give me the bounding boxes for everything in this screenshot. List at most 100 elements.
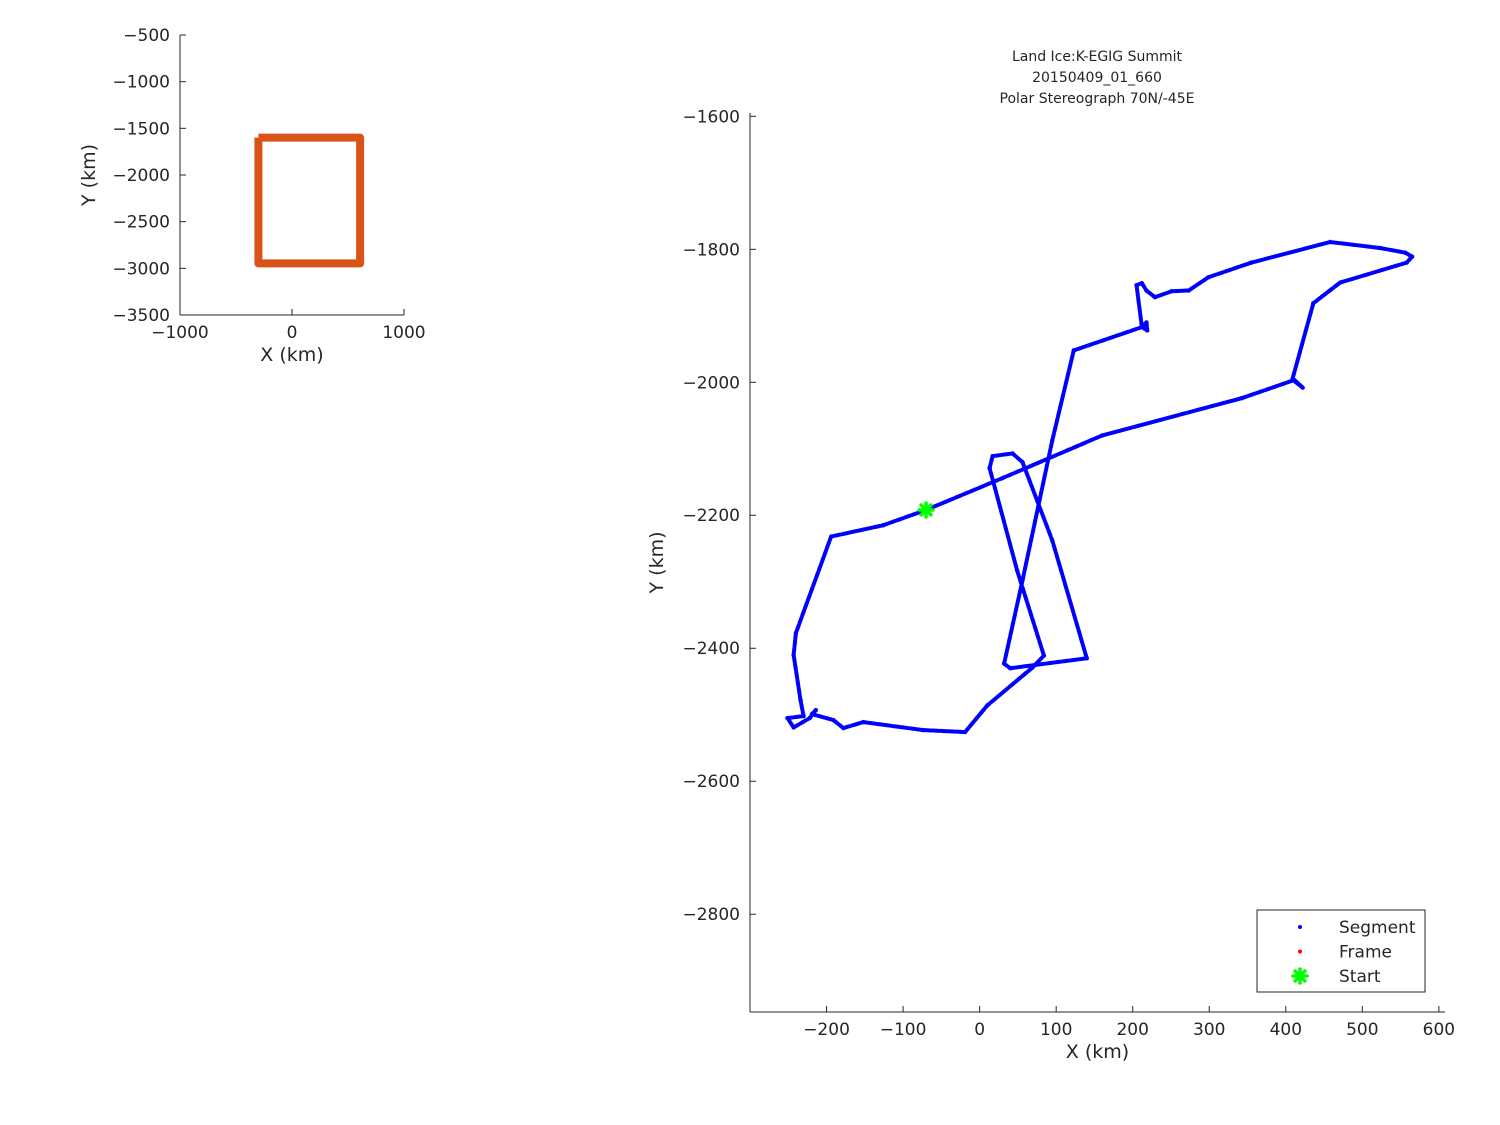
coverage-rectangle — [254, 133, 365, 268]
y-tick-label: −1800 — [682, 240, 740, 260]
segment-point — [798, 697, 803, 703]
segment-point — [1000, 475, 1005, 481]
x-tick-label: 500 — [1346, 1020, 1378, 1040]
y-tick-label: −3500 — [112, 306, 170, 326]
y-tick-label: −2400 — [682, 639, 740, 659]
y-tick-label: −2500 — [112, 213, 170, 233]
y-axis-label: Y (km) — [78, 144, 100, 207]
segment-point — [1008, 666, 1013, 671]
legend-frame-icon — [1298, 949, 1302, 954]
segment-point — [920, 727, 926, 733]
start-marker-core — [921, 505, 931, 515]
legend-label: Frame — [1339, 943, 1392, 963]
segment-point — [809, 711, 815, 717]
legend-start-icon — [1291, 967, 1309, 985]
segment-point — [1249, 260, 1254, 265]
legend-segment-icon — [1298, 925, 1302, 929]
y-tick-label: −2000 — [682, 373, 740, 393]
x-tick-label: −100 — [880, 1020, 927, 1040]
segment-point — [1404, 260, 1409, 265]
segment-point — [1071, 348, 1076, 353]
segment-point — [1409, 254, 1415, 259]
x-tick-label: −200 — [803, 1020, 850, 1040]
inset-axes: −1000 0 1000 −3500 −3000 −2500 −2000 −1500 −1000… — [78, 26, 426, 366]
main-axes: −200 −100 0 100 200 300 400 500 600 −2800 −2600 −24… — [646, 49, 1455, 1063]
segment-point — [1152, 294, 1158, 300]
chart-title-line: Polar Stereograph 70N/-45E — [1000, 91, 1195, 107]
segment-point — [791, 652, 796, 658]
segment-point — [880, 523, 886, 528]
y-tick-label: −2000 — [112, 166, 170, 186]
segment-point — [861, 719, 866, 725]
segment-point — [1010, 451, 1015, 456]
segment-point — [1300, 385, 1305, 390]
segment-point — [1099, 433, 1105, 438]
x-tick-label: −1000 — [151, 323, 209, 343]
legend-label: Segment — [1339, 918, 1416, 938]
x-tick-label: 1000 — [382, 323, 425, 343]
segment-point — [1050, 437, 1055, 443]
segment-point — [1050, 538, 1055, 543]
x-tick-label: 0 — [287, 323, 298, 343]
segment-point — [1030, 665, 1035, 670]
legend: Segment Frame Start — [1256, 909, 1426, 993]
chart-title-line: 20150409_01_660 — [1032, 70, 1162, 86]
segment-point — [1402, 250, 1408, 255]
segment-point — [801, 713, 806, 719]
segment-point — [1327, 239, 1333, 245]
segment-point — [1014, 568, 1020, 573]
segment-point — [987, 465, 992, 471]
segment-point — [1337, 280, 1343, 285]
x-tick-label: 0 — [974, 1020, 985, 1040]
segment-point — [1001, 661, 1007, 666]
legend-label: Start — [1339, 967, 1381, 987]
segment-point — [828, 534, 834, 539]
segment-point — [962, 729, 968, 735]
segment-point — [1145, 328, 1150, 333]
segment-point — [1134, 283, 1139, 288]
segment-point — [793, 630, 799, 636]
segment-point — [1139, 324, 1145, 330]
segment-point — [785, 715, 790, 721]
segment-point — [1041, 653, 1047, 658]
segment-point — [1377, 245, 1383, 251]
y-tick-label: −1000 — [112, 73, 170, 93]
segment-point — [807, 715, 812, 721]
start-marker — [917, 501, 935, 519]
segment-point — [1020, 578, 1025, 583]
segment-point — [1020, 459, 1025, 465]
y-axis-label: Y (km) — [646, 532, 668, 595]
segment-point — [1206, 275, 1211, 280]
x-tick-label: 200 — [1116, 1020, 1148, 1040]
y-tick-label: −3000 — [112, 259, 170, 279]
chart-title-line: Land Ice:K-EGIG Summit — [1012, 49, 1183, 65]
y-tick-label: −2600 — [682, 772, 740, 792]
x-tick-label: 600 — [1423, 1020, 1455, 1040]
x-tick-label: 300 — [1193, 1020, 1225, 1040]
x-axis-label: X (km) — [1066, 1041, 1129, 1063]
y-tick-label: −2800 — [682, 905, 740, 925]
x-tick-label: 100 — [1040, 1020, 1072, 1040]
x-tick-label: 400 — [1270, 1020, 1302, 1040]
segment-point — [1144, 320, 1149, 325]
segment-point — [813, 707, 819, 713]
segment-point — [1186, 288, 1191, 293]
segment-point — [1239, 396, 1244, 401]
y-tick-label: −2200 — [682, 506, 740, 526]
segment-point — [1311, 300, 1316, 306]
legend-box — [1256, 909, 1426, 993]
y-tick-label: −1500 — [112, 119, 170, 139]
segment-point — [831, 717, 836, 723]
segment-point — [1290, 376, 1295, 381]
x-axis-label: X (km) — [260, 344, 323, 366]
start-marker-core — [1295, 971, 1305, 981]
segment-point — [1139, 281, 1145, 286]
segment-point — [791, 725, 796, 730]
segment-point — [841, 725, 846, 731]
segment-track — [785, 239, 1415, 735]
segment-point — [1144, 288, 1149, 293]
segment-point — [1084, 656, 1089, 661]
segment-point — [990, 453, 995, 459]
segment-point — [985, 703, 990, 708]
